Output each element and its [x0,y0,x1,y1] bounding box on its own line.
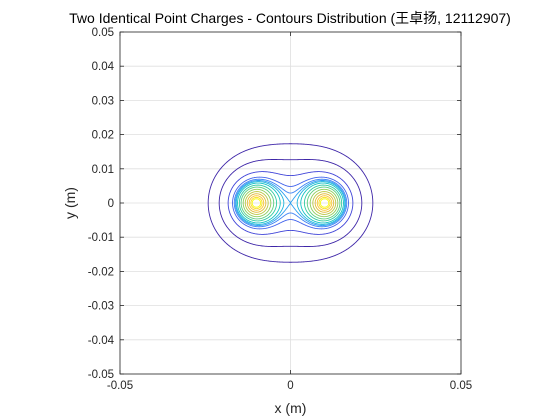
contour-level [238,184,343,222]
contour-level [246,193,335,213]
y-tick-label: 0 [108,198,114,210]
contour-level [227,171,354,235]
y-axis-label: y (m) [62,187,78,219]
contour-level [240,186,341,220]
x-tick-label: 0 [287,380,293,392]
contour-level [237,182,344,224]
y-tick-label: 0.05 [92,27,114,39]
contour-level [232,176,349,230]
contour-level [207,143,374,263]
axis-ticks: -0.05 0 0.05 0.05 0.04 0.03 0.02 0.01 0 -0.01 -0.0… [88,27,472,392]
y-tick-label: -0.04 [88,335,115,347]
y-tick-label: 0.01 [92,164,114,176]
contour-level [242,188,339,218]
x-tick-label: 0.05 [450,380,472,392]
contour-level [218,159,363,247]
contour-level [235,181,346,225]
y-tick-label: 0.02 [92,130,114,142]
contour-level [234,180,347,226]
y-tick-label: -0.02 [88,266,114,278]
contour-lines [207,143,374,263]
contour-level [244,191,337,215]
contour-level [248,195,333,211]
y-tick-label: -0.01 [88,232,114,244]
contour-level [250,196,331,210]
y-tick-label: -0.03 [88,301,114,313]
y-tick-label: -0.05 [88,369,114,381]
x-tick-label: -0.05 [107,380,133,392]
y-tick-label: 0.03 [92,95,114,107]
x-axis-label: x (m) [275,400,307,416]
y-tick-label: 0.04 [92,61,115,73]
chart-title: Two Identical Point Charges - Contours D… [69,10,511,26]
contour-level [233,178,348,228]
contour-level [251,198,330,208]
